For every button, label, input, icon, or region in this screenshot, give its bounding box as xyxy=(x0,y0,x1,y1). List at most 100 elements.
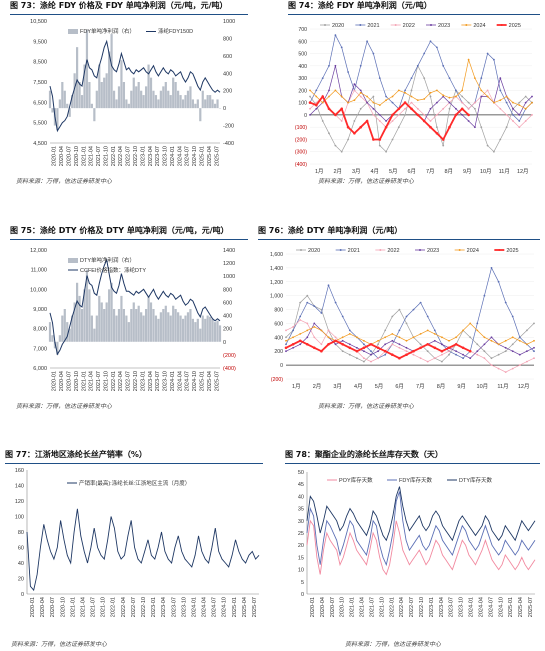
series-point xyxy=(385,120,387,122)
series-point xyxy=(436,46,438,49)
x-tick-label: 2023-04 xyxy=(161,597,167,617)
series-point xyxy=(315,89,318,92)
series-point xyxy=(359,95,362,98)
legend-label: 2023 xyxy=(438,23,450,29)
y-tick-label: 40 xyxy=(298,494,304,500)
series-point xyxy=(321,77,324,79)
series-point xyxy=(313,336,316,339)
x-tick-label: 5月 xyxy=(375,383,384,390)
y-tick-label: 1,000 xyxy=(270,294,283,300)
series-point xyxy=(405,339,408,342)
profit-bar xyxy=(120,60,123,109)
y-right-tick-label: 1000 xyxy=(223,19,235,25)
x-tick-label: 7月 xyxy=(416,383,425,390)
profit-bar xyxy=(88,82,91,109)
series-point xyxy=(363,360,365,363)
series-point xyxy=(455,350,457,353)
y-right-tick-label: 200 xyxy=(223,89,232,95)
profit-bar xyxy=(98,64,101,109)
x-tick-label: 2021-07 xyxy=(96,371,102,391)
series-point xyxy=(398,346,401,349)
profit-bar xyxy=(181,99,185,109)
y-tick-label: 9,000 xyxy=(33,307,47,313)
legend-label: DTY库存天数 xyxy=(459,476,493,484)
y-tick-label: (300) xyxy=(295,150,307,156)
x-tick-label: 2025-07 xyxy=(252,597,258,617)
series-point xyxy=(486,144,489,147)
profit-bar xyxy=(130,309,133,342)
series-point xyxy=(398,329,401,332)
legend-label: 2024 xyxy=(473,23,485,29)
y-tick-label: (100) xyxy=(295,125,307,131)
series-point xyxy=(341,315,344,318)
x-tick-label: 2022-10 xyxy=(419,597,425,617)
y-tick-label: 1,600 xyxy=(270,252,283,258)
x-tick-label: 2020-04 xyxy=(59,371,65,391)
profit-bar xyxy=(51,335,54,342)
y-tick-label: 40 xyxy=(18,561,24,567)
chart-plot-78: 0 5 10 15 20 25 30 35 40 45 50 2020-01 2020-04 2020-0… xyxy=(285,464,540,638)
legend-label: 产销率(最高):涤纶长丝:江浙地区主流（月度） xyxy=(79,479,190,487)
x-tick-label: 2024-04 xyxy=(177,371,183,391)
series-point xyxy=(497,353,500,356)
x-tick-label: 2024-10 xyxy=(222,597,228,617)
profit-bar xyxy=(162,309,165,342)
x-tick-label: 2022-01 xyxy=(111,597,117,617)
series-point xyxy=(348,346,352,350)
x-tick-label: 2021-04 xyxy=(89,146,95,166)
chart-plot-73: 4,500 5,500 6,500 7,500 8,500 9,500 10,500 -400… xyxy=(10,15,248,175)
series-point xyxy=(448,107,451,110)
x-tick-label: 2024-07 xyxy=(488,597,494,617)
series-point xyxy=(433,357,436,360)
series-point xyxy=(526,329,528,332)
x-tick-label: 2021-07 xyxy=(91,597,97,617)
x-tick-label: 2022-01 xyxy=(111,146,117,166)
x-tick-label: 2023-01 xyxy=(429,597,435,617)
x-tick-label: 2021-10 xyxy=(103,371,109,391)
y-tick-label: 400 xyxy=(298,64,307,70)
profit-bar xyxy=(152,309,155,342)
profit-bar xyxy=(95,315,98,342)
series-point xyxy=(448,125,451,129)
series-point xyxy=(433,329,436,332)
series-point xyxy=(412,353,415,356)
x-tick-label: 2024-01 xyxy=(191,597,197,617)
x-tick-label: 2023-07 xyxy=(155,371,161,391)
series-point xyxy=(454,343,458,346)
series-point xyxy=(378,77,381,79)
chart-title: 图 78：聚酯企业的涤纶长丝库存天数（天） xyxy=(285,449,540,464)
profit-bar xyxy=(199,108,202,122)
profit-bar xyxy=(100,82,103,109)
profit-bar xyxy=(130,90,133,109)
series-point xyxy=(366,95,368,98)
legend-marker xyxy=(339,249,342,251)
x-tick-label: 2024-07 xyxy=(185,146,191,166)
x-tick-label: 2023-10 xyxy=(163,146,169,166)
y-tick-label: 7,000 xyxy=(33,346,47,352)
x-tick-label: 2023-10 xyxy=(459,597,465,617)
x-tick-label: 8月 xyxy=(444,168,453,175)
x-tick-label: 2022-07 xyxy=(126,371,132,391)
series-point xyxy=(341,336,344,339)
series-point xyxy=(490,336,493,339)
series-point xyxy=(306,294,309,297)
series-point xyxy=(442,107,445,110)
series-point xyxy=(512,114,514,116)
profit-bar xyxy=(122,309,126,342)
series-point xyxy=(306,301,309,304)
y-right-tick-label: -200 xyxy=(223,124,234,130)
profit-bar xyxy=(204,99,207,109)
chart-title: 图 74：涤纶 FDY 单吨净利润（元/吨） xyxy=(288,0,540,15)
series-point xyxy=(469,336,472,339)
series-point xyxy=(285,343,287,346)
series-point xyxy=(526,360,528,363)
profit-bar xyxy=(66,103,69,109)
profit-bar xyxy=(218,325,222,342)
series-point xyxy=(309,95,311,98)
series-point xyxy=(483,336,486,339)
series-point xyxy=(377,339,379,342)
series-point xyxy=(334,64,337,67)
x-tick-label: 2020-01 xyxy=(30,597,36,617)
profit-bar xyxy=(174,309,177,342)
series-point xyxy=(377,343,379,346)
